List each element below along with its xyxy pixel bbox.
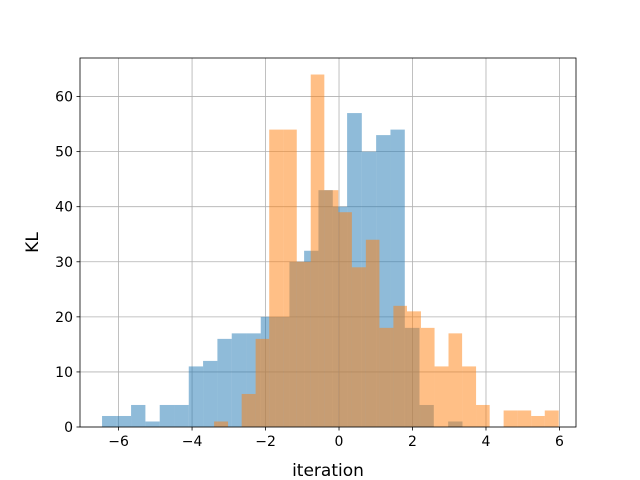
histogram-bar-series-2 <box>296 261 311 427</box>
x-tick-label: 2 <box>408 434 417 450</box>
histogram-bar-series-1 <box>174 404 189 427</box>
histogram-bar-series-2 <box>255 338 270 427</box>
histogram-bar-series-2 <box>241 393 256 427</box>
histogram-bar-series-2 <box>503 410 518 427</box>
histogram-bar-series-2 <box>310 74 325 427</box>
x-tick-label: −4 <box>182 434 203 450</box>
histogram-bar-series-2 <box>393 305 407 427</box>
histogram-bar-series-2 <box>379 327 394 427</box>
y-tick-label: 0 <box>64 420 73 436</box>
y-tick-label: 60 <box>55 90 73 106</box>
histogram-bar-series-1 <box>116 415 132 427</box>
y-tick-label: 50 <box>55 145 73 161</box>
histogram-bar-series-2 <box>351 267 366 427</box>
x-axis-label: iteration <box>292 461 364 480</box>
y-tick-label: 30 <box>55 255 73 271</box>
histogram-bar-series-2 <box>420 327 435 427</box>
histogram-bar-series-2 <box>365 239 380 427</box>
histogram-bar-series-2 <box>434 366 449 427</box>
histogram-bar-series-1 <box>131 404 146 427</box>
x-tick-label: 6 <box>555 434 564 450</box>
x-axis-ticks: −6 −4 −2 0 2 4 6 <box>108 427 564 450</box>
histogram-bar-series-1 <box>217 338 232 427</box>
histogram-bar-series-2 <box>544 410 559 427</box>
histogram-bar-series-2 <box>448 333 463 427</box>
histogram-bar-series-1 <box>159 404 175 427</box>
y-axis-label: KL <box>23 232 43 253</box>
histogram-bar-series-1 <box>102 415 117 427</box>
histogram-bar-series-1 <box>203 360 218 427</box>
histogram-bar-series-2 <box>517 410 532 427</box>
histogram-bar-series-2 <box>406 311 421 427</box>
histogram-bar-series-2 <box>324 190 339 427</box>
y-tick-label: 20 <box>55 310 73 326</box>
histogram-bar-series-1 <box>145 421 160 427</box>
histogram-bar-series-2 <box>269 129 284 427</box>
x-tick-label: −2 <box>255 434 276 450</box>
histogram-bar-series-2 <box>476 404 490 427</box>
y-tick-label: 10 <box>55 365 73 381</box>
histogram-bar-series-2 <box>531 415 545 427</box>
y-tick-label: 40 <box>55 200 73 216</box>
histogram-bar-series-2 <box>462 366 477 427</box>
histogram-bar-series-1 <box>188 366 204 427</box>
histogram-bars <box>102 74 559 428</box>
histogram-bar-series-2 <box>214 421 229 427</box>
histogram-bar-series-2 <box>283 129 297 427</box>
plot-frame <box>79 57 577 428</box>
y-axis-ticks: 0 10 20 30 40 50 60 <box>55 90 80 436</box>
x-tick-label: 4 <box>482 434 491 450</box>
x-tick-label: 0 <box>335 434 344 450</box>
histogram-bar-series-2 <box>338 212 352 427</box>
x-tick-label: −6 <box>108 434 129 450</box>
